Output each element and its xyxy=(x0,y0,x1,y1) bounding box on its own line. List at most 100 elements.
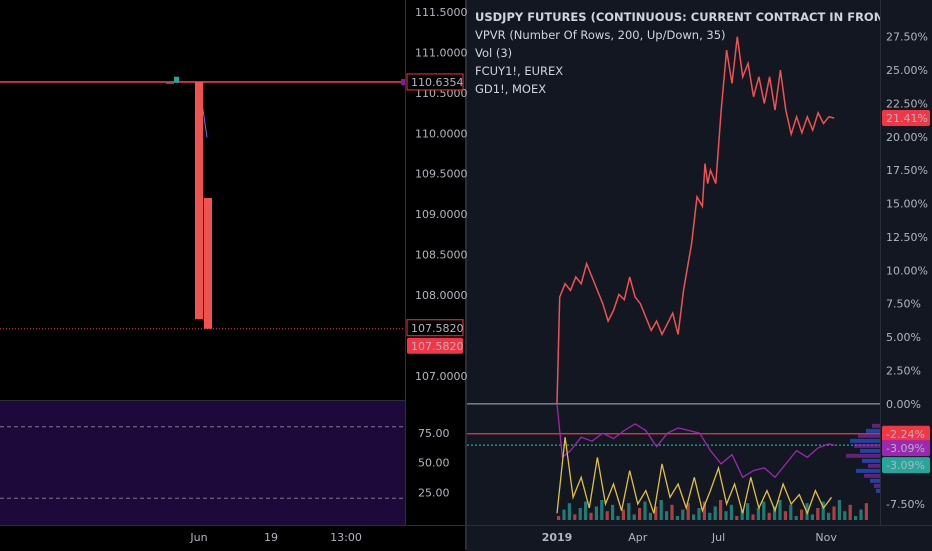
volume-bar xyxy=(573,514,577,520)
left-close-price-label-bg xyxy=(407,337,463,354)
main-series-line xyxy=(556,36,835,404)
volume-bar xyxy=(832,506,836,520)
volume-bar xyxy=(729,504,733,520)
volume-bar xyxy=(681,509,685,520)
volume-bar xyxy=(697,508,701,520)
left-x-tick-label: 19 xyxy=(264,531,278,544)
right-vol-value-label: -3.09% xyxy=(886,459,925,472)
volume-bar xyxy=(735,516,739,520)
volume-bar xyxy=(562,509,566,520)
volume-bar xyxy=(773,506,777,520)
right-y-tick-label: 15.00% xyxy=(886,198,928,211)
left-close-price-label: 107.5820 xyxy=(411,340,464,353)
right-time-axis[interactable] xyxy=(467,525,932,551)
vpvr-bar xyxy=(864,473,880,478)
left-x-tick-label: Jun xyxy=(189,531,207,544)
right-y-tick-label: -7.50% xyxy=(886,498,925,511)
vpvr-bar xyxy=(856,468,880,473)
volume-bar xyxy=(621,509,625,520)
oscillator-y-tick-label: 75.00 xyxy=(418,427,450,440)
volume-bar xyxy=(627,503,631,520)
right-y-tick-label: 27.50% xyxy=(886,31,928,44)
legend-gd1[interactable]: GD1!, MOEX xyxy=(475,82,547,96)
volume-bar xyxy=(843,511,847,520)
pane-divider[interactable] xyxy=(465,0,467,550)
volume-bar xyxy=(578,508,582,520)
volume-bar xyxy=(740,509,744,520)
oscillator-y-tick-label: 50.00 xyxy=(418,457,450,470)
right-x-tick-label: 2019 xyxy=(542,531,573,544)
volume-bar xyxy=(659,500,663,520)
right-y-tick-label: 12.50% xyxy=(886,231,928,244)
volume-bar xyxy=(638,508,642,520)
right-last-value-label: 21.41% xyxy=(886,112,928,125)
volume-bar xyxy=(837,500,841,520)
vpvr-bar xyxy=(858,433,880,438)
left-y-tick-label: 111.0000 xyxy=(415,46,468,59)
volume-bar xyxy=(724,511,728,520)
left-y-tick-label: 108.0000 xyxy=(415,289,468,302)
volume-bar xyxy=(594,506,598,520)
volume-bar xyxy=(654,506,658,520)
volume-bar xyxy=(767,512,771,520)
right-y-tick-label: 0.00% xyxy=(886,398,921,411)
left-low-price-label: 107.5820 xyxy=(411,322,464,335)
volume-bar xyxy=(816,508,820,520)
volume-bar xyxy=(746,503,750,520)
vpvr-bar xyxy=(870,478,880,483)
left-y-tick-label: 109.5000 xyxy=(415,168,468,181)
volume-bar xyxy=(686,503,690,520)
left-y-tick-label: 108.5000 xyxy=(415,249,468,262)
volume-bar xyxy=(675,516,679,520)
right-price-pane[interactable] xyxy=(467,0,880,525)
volume-bar xyxy=(827,512,831,520)
volume-bar xyxy=(605,511,609,520)
lower-series-line xyxy=(556,403,835,479)
volume-bar xyxy=(557,516,561,520)
vpvr-bar xyxy=(860,448,880,453)
volume-bar xyxy=(648,512,652,520)
volume-bar xyxy=(794,516,798,520)
volume-bar xyxy=(611,504,615,520)
right-gd-value-label-bg xyxy=(882,440,930,457)
volume-bar xyxy=(584,501,588,520)
right-x-tick-label: Jul xyxy=(711,531,725,544)
chart-legend: USDJPY FUTURES (CONTINUOUS: CURRENT CONT… xyxy=(475,8,880,98)
left-small-candle xyxy=(174,76,179,83)
vpvr-bar xyxy=(866,428,880,433)
left-time-axis[interactable] xyxy=(0,525,465,551)
volume-bar xyxy=(751,514,755,520)
legend-fcuy1[interactable]: FCUY1!, EUREX xyxy=(475,64,564,78)
left-oscillator-pane[interactable] xyxy=(0,400,405,526)
left-y-tick-label: 111.5000 xyxy=(415,6,468,19)
left-x-tick-label: 13:00 xyxy=(330,531,362,544)
volume-bar xyxy=(783,511,787,520)
volume-bar xyxy=(702,501,706,520)
right-vol-value-label-bg xyxy=(882,457,930,474)
right-y-tick-label: 25.00% xyxy=(886,64,928,77)
right-y-tick-label: 7.50% xyxy=(886,298,921,311)
left-y-tick-label: 109.0000 xyxy=(415,208,468,221)
left-candle xyxy=(204,197,212,329)
left-y-tick-label: 107.0000 xyxy=(415,370,468,383)
right-y-tick-label: 20.00% xyxy=(886,131,928,144)
volume-bar xyxy=(778,500,782,520)
right-fcuy-value-label-bg xyxy=(882,425,930,442)
volume-bar xyxy=(859,509,863,520)
volume-bar xyxy=(589,512,593,520)
left-y-tick-label: 110.0000 xyxy=(415,127,468,140)
symbol-title[interactable]: USDJPY FUTURES (CONTINUOUS: CURRENT CONT… xyxy=(475,10,880,24)
volume-bar xyxy=(567,503,571,520)
right-y-tick-label: 22.50% xyxy=(886,97,928,110)
right-y-tick-label: 10.00% xyxy=(886,264,928,277)
legend-vpvr[interactable]: VPVR (Number Of Rows, 200, Up/Down, 35) xyxy=(475,28,726,42)
right-y-tick-label: 2.50% xyxy=(886,364,921,377)
volume-bar xyxy=(821,501,825,520)
left-last-price-label: 110.6354 xyxy=(411,76,464,89)
volume-bar xyxy=(616,516,620,520)
vpvr-bar xyxy=(846,453,880,458)
legend-volume[interactable]: Vol (3) xyxy=(475,46,513,60)
volume-bar xyxy=(632,514,636,520)
volume-bar xyxy=(713,506,717,520)
